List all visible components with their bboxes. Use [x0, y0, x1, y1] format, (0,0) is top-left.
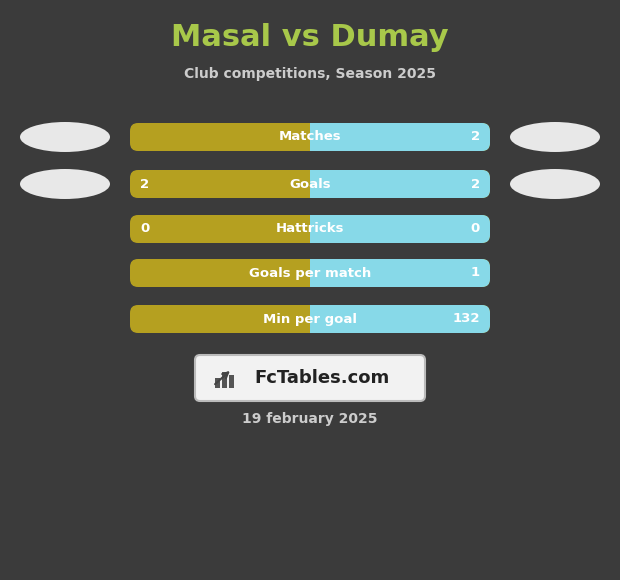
FancyBboxPatch shape [310, 123, 490, 151]
FancyBboxPatch shape [130, 170, 490, 198]
FancyBboxPatch shape [310, 215, 320, 243]
FancyBboxPatch shape [215, 378, 220, 388]
Text: 2: 2 [471, 177, 480, 190]
FancyBboxPatch shape [130, 305, 490, 333]
Text: FcTables.com: FcTables.com [254, 369, 389, 387]
FancyBboxPatch shape [130, 123, 490, 151]
FancyBboxPatch shape [130, 215, 490, 243]
FancyBboxPatch shape [222, 372, 227, 388]
Text: Hattricks: Hattricks [276, 223, 344, 235]
Ellipse shape [510, 122, 600, 152]
Text: Goals: Goals [289, 177, 331, 190]
Text: 0: 0 [471, 223, 480, 235]
FancyBboxPatch shape [310, 123, 320, 151]
Text: Club competitions, Season 2025: Club competitions, Season 2025 [184, 67, 436, 81]
FancyBboxPatch shape [310, 305, 490, 333]
FancyBboxPatch shape [310, 259, 320, 287]
Text: Goals per match: Goals per match [249, 266, 371, 280]
FancyBboxPatch shape [310, 305, 320, 333]
Text: 19 february 2025: 19 february 2025 [242, 412, 378, 426]
Text: 2: 2 [140, 177, 149, 190]
Text: 0: 0 [140, 223, 149, 235]
Text: 132: 132 [453, 313, 480, 325]
Ellipse shape [20, 122, 110, 152]
FancyBboxPatch shape [310, 170, 320, 198]
Ellipse shape [20, 169, 110, 199]
FancyBboxPatch shape [229, 375, 234, 388]
FancyBboxPatch shape [130, 259, 490, 287]
Text: Min per goal: Min per goal [263, 313, 357, 325]
FancyBboxPatch shape [195, 355, 425, 401]
Text: Matches: Matches [278, 130, 342, 143]
FancyBboxPatch shape [310, 215, 490, 243]
Text: Masal vs Dumay: Masal vs Dumay [171, 24, 449, 53]
Ellipse shape [510, 169, 600, 199]
Text: 2: 2 [471, 130, 480, 143]
FancyBboxPatch shape [310, 259, 490, 287]
FancyBboxPatch shape [310, 170, 490, 198]
Text: 1: 1 [471, 266, 480, 280]
